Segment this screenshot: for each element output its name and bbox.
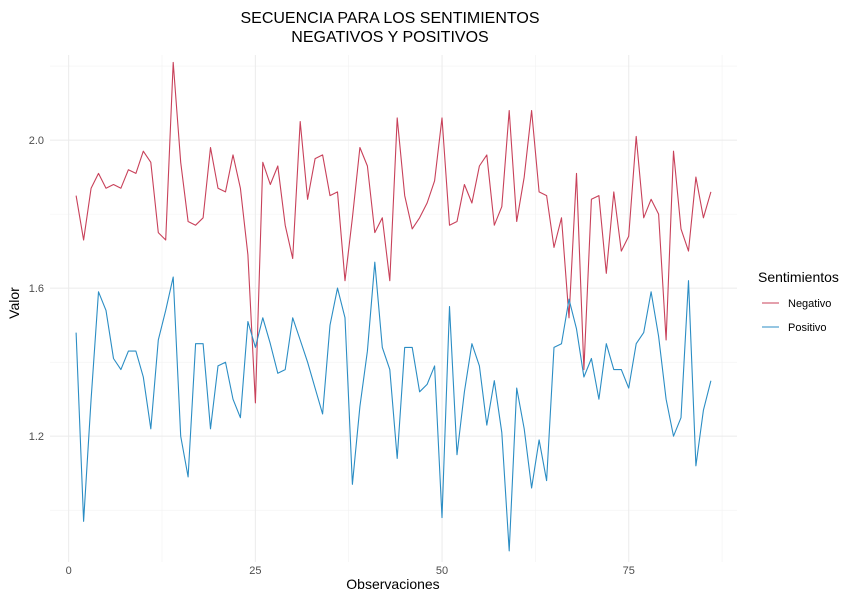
chart-title-line-1: SECUENCIA PARA LOS SENTIMIENTOS: [240, 10, 539, 27]
x-tick-label: 75: [623, 565, 635, 577]
legend: Sentimientos Negativo Positivo: [758, 269, 839, 334]
x-axis-title: Observaciones: [346, 576, 439, 592]
y-axis-ticks: 1.2 1.6 2.0: [29, 135, 44, 443]
x-axis-ticks: 0 25 50 75: [66, 565, 635, 577]
legend-label-negativo: Negativo: [788, 298, 831, 310]
y-tick-label: 2.0: [29, 135, 44, 147]
x-tick-label: 0: [66, 565, 72, 577]
legend-items: Negativo Positivo: [762, 298, 831, 334]
legend-title: Sentimientos: [758, 269, 839, 285]
series-line-positivo: [75, 261, 712, 552]
y-axis-title: Valor: [6, 287, 22, 319]
legend-label-positivo: Positivo: [788, 322, 827, 334]
x-tick-label: 25: [249, 565, 261, 577]
chart-title-line-2: NEGATIVOS Y POSITIVOS: [291, 29, 488, 46]
series-line-negativo: [75, 61, 712, 404]
x-tick-label: 50: [436, 565, 448, 577]
y-tick-label: 1.2: [29, 431, 44, 443]
series-lines: [75, 61, 712, 552]
y-tick-label: 1.6: [29, 283, 44, 295]
grid-lines: [50, 55, 737, 562]
